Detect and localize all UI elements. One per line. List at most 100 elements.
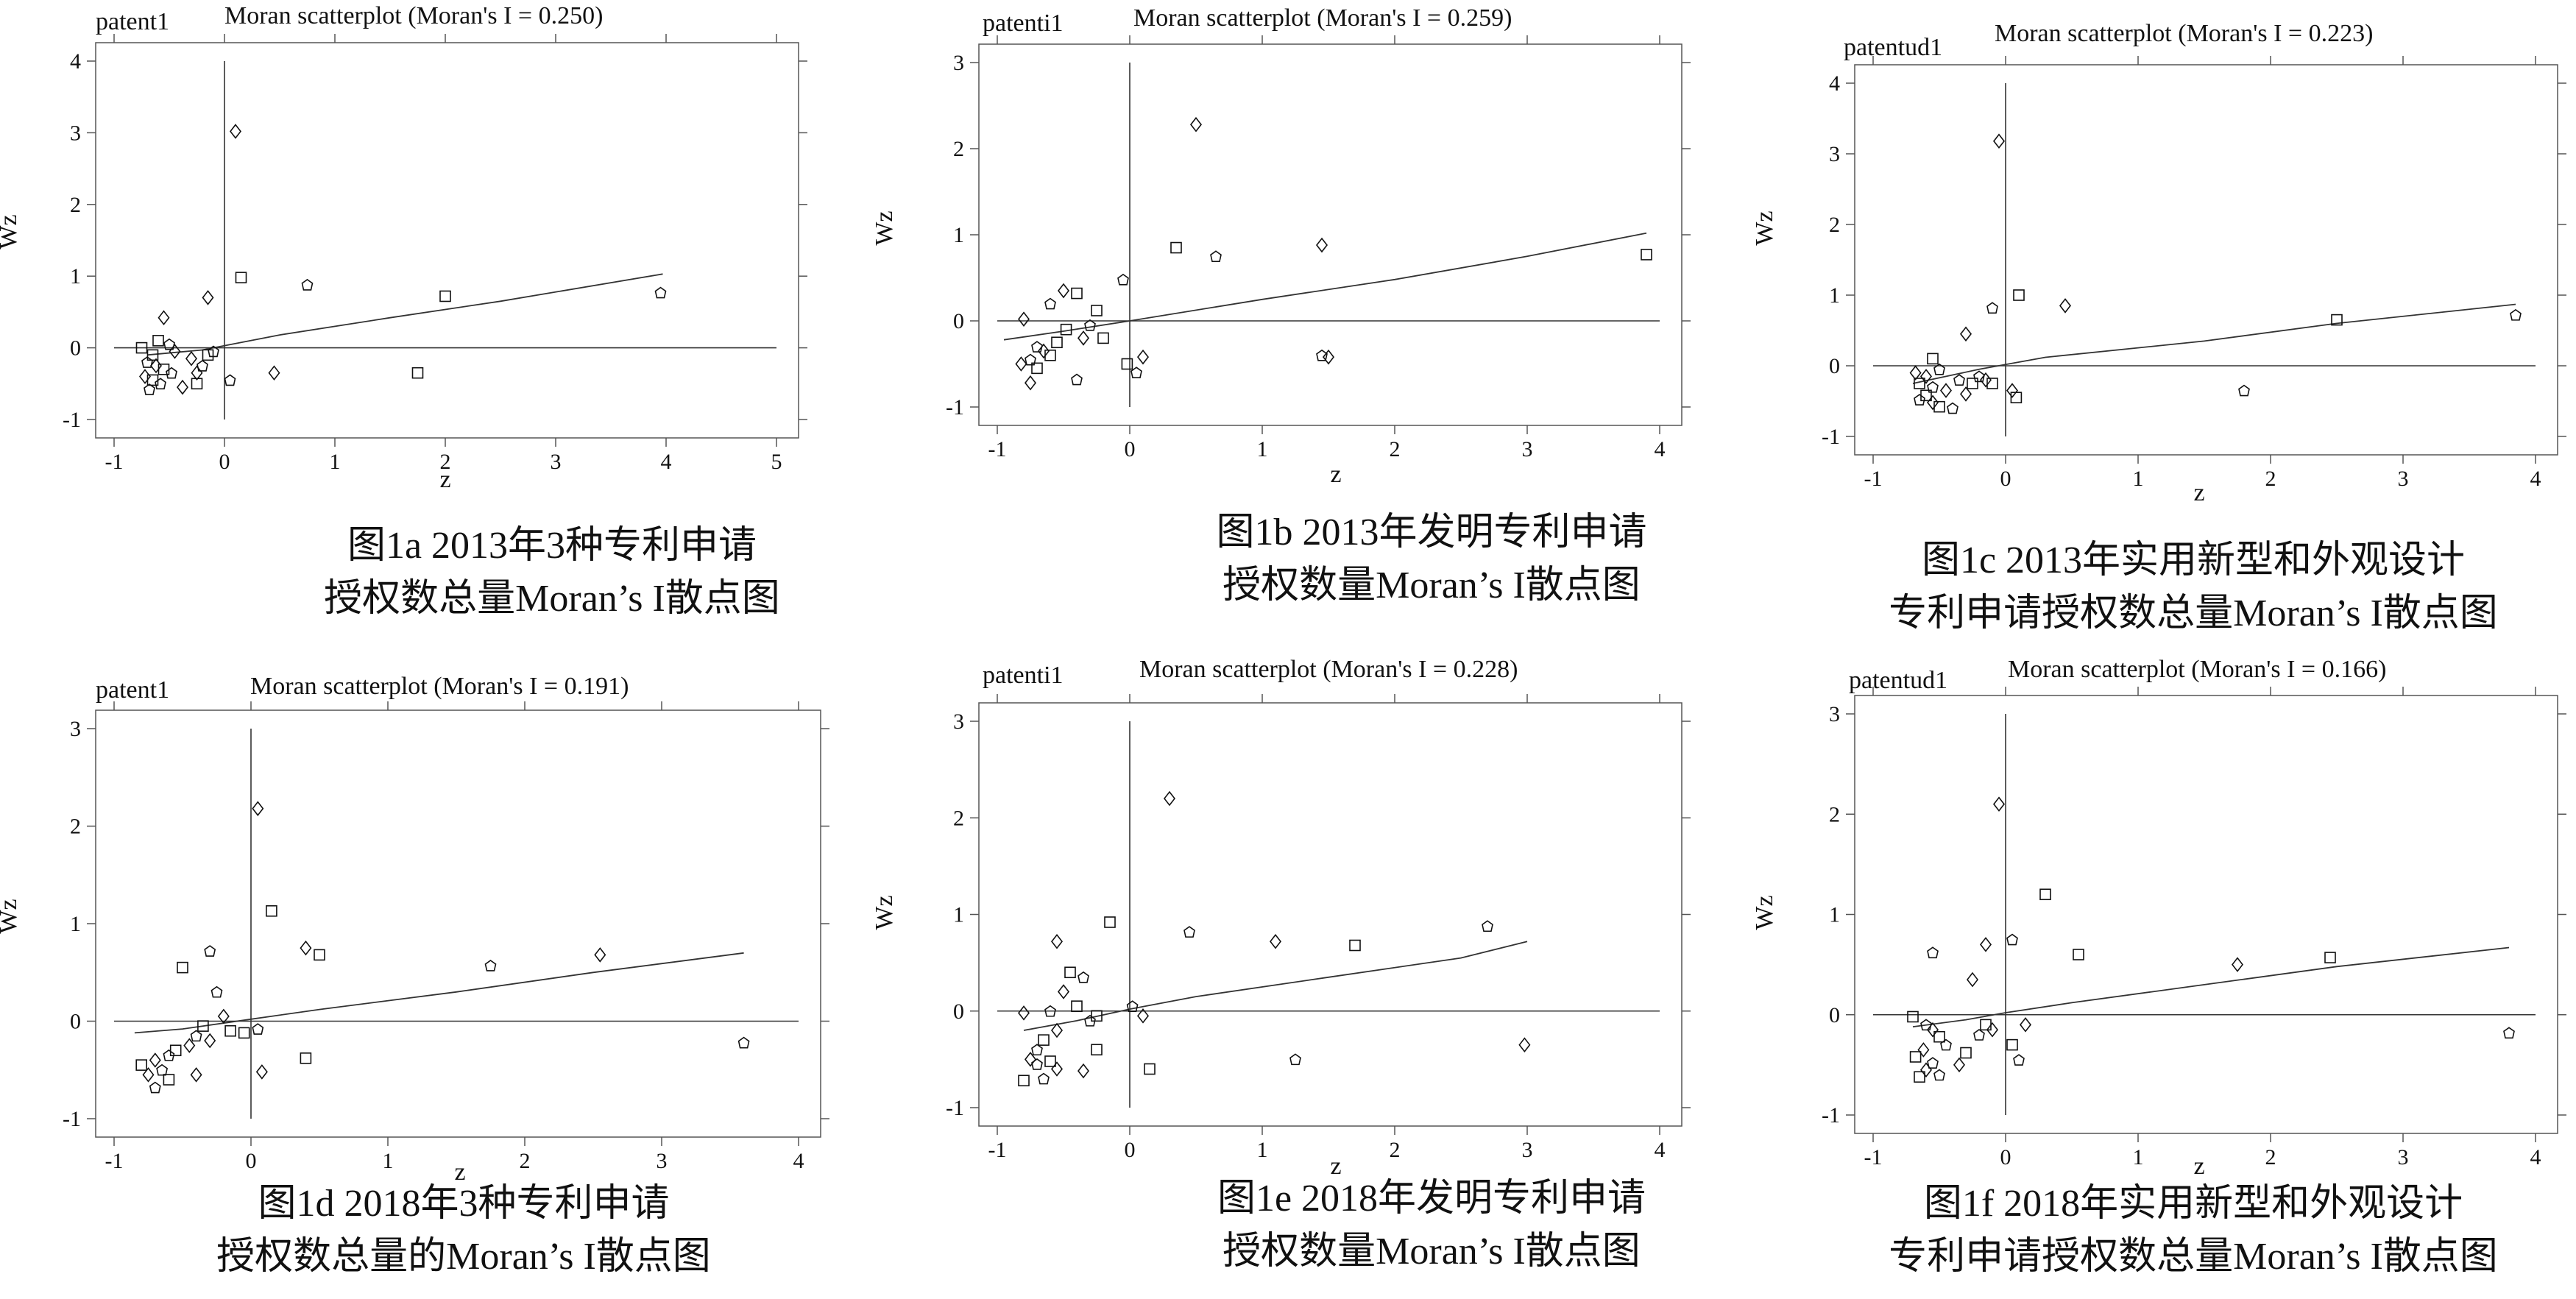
- regression-line: [134, 952, 744, 1034]
- x-tick-label: 2: [1390, 1138, 1401, 1162]
- data-point: [204, 945, 216, 957]
- data-point: [1973, 370, 1985, 383]
- data-point: [224, 374, 236, 386]
- data-point: [2013, 289, 2025, 301]
- data-point: [2039, 888, 2051, 901]
- y-axis-label: Wz: [1751, 210, 1778, 245]
- regression-line: [1003, 232, 1647, 341]
- data-point: [252, 801, 264, 816]
- data-point: [1024, 1052, 1037, 1067]
- data-point: [1050, 1061, 1064, 1077]
- plot-frame: [1854, 695, 2558, 1134]
- data-point: [1927, 1057, 1939, 1069]
- x-axis-label: z: [2193, 479, 2204, 506]
- y-tick-label: 2: [70, 193, 81, 217]
- y-tick-label: 0: [953, 999, 964, 1024]
- data-point: [1909, 365, 1922, 381]
- x-tick-label: 0: [246, 1149, 257, 1173]
- data-point: [208, 345, 219, 358]
- x-tick-label: 2: [520, 1149, 531, 1173]
- data-point: [439, 290, 451, 302]
- x-tick-label: 3: [657, 1149, 668, 1173]
- x-tick-label: 0: [1125, 1138, 1136, 1162]
- data-point: [1031, 362, 1043, 375]
- variable-label: patenti1: [983, 10, 1064, 37]
- data-point: [2006, 383, 2019, 398]
- data-point: [149, 1052, 161, 1068]
- data-point: [1015, 356, 1027, 372]
- data-point: [1914, 394, 1925, 406]
- y-tick-label: 2: [953, 137, 964, 161]
- data-point: [1349, 939, 1361, 952]
- x-tick-label: 0: [2000, 467, 2011, 491]
- y-tick-label: 2: [70, 815, 81, 839]
- figure-caption-line: 专利申请授权数总量Moran’s I散点图: [1889, 592, 2498, 634]
- chart-panel-6: -1 0 1 2 3 4 -1 0 1 2 3 patentud1 Moran scatterplot …: [1751, 656, 2566, 1278]
- data-point: [2238, 384, 2250, 397]
- data-point: [238, 1027, 250, 1039]
- y-tick-label: 0: [70, 336, 81, 361]
- data-point: [1060, 323, 1072, 336]
- x-tick-label: 1: [330, 450, 341, 474]
- x-axis-label: z: [1330, 1153, 1341, 1180]
- data-point: [204, 1033, 216, 1049]
- data-point: [1641, 249, 1652, 261]
- data-point: [1037, 343, 1050, 359]
- data-point: [1038, 1072, 1050, 1085]
- data-point: [1077, 330, 1090, 346]
- data-point: [1986, 1022, 1999, 1038]
- x-tick-label: 1: [2133, 467, 2144, 491]
- data-point: [1077, 1063, 1090, 1079]
- data-point: [1050, 933, 1064, 949]
- figure-caption-line: 授权数量Moran’s I散点图: [1222, 564, 1641, 606]
- data-point: [1909, 1051, 1922, 1063]
- data-point: [1050, 1022, 1064, 1038]
- data-point: [191, 378, 203, 390]
- x-tick-label: 4: [2530, 1145, 2541, 1169]
- data-point: [1927, 381, 1939, 393]
- data-point: [594, 947, 606, 963]
- y-tick-label: 3: [953, 51, 964, 75]
- data-point: [1057, 984, 1070, 999]
- data-point: [1163, 790, 1176, 807]
- x-tick-label: 4: [1655, 437, 1666, 461]
- data-point: [1973, 1029, 1985, 1041]
- data-point: [1939, 383, 1953, 398]
- data-point: [1210, 250, 1222, 263]
- data-point: [1980, 1019, 1992, 1031]
- x-tick-label: -1: [1864, 1145, 1883, 1169]
- data-point: [1051, 336, 1063, 349]
- y-axis-label: Wz: [871, 895, 898, 930]
- y-tick-label: -1: [946, 1096, 964, 1120]
- y-tick-label: 1: [70, 264, 81, 289]
- y-tick-label: -1: [946, 395, 964, 420]
- data-point: [1136, 1008, 1150, 1024]
- data-point: [1967, 378, 1978, 389]
- data-point: [255, 1064, 268, 1080]
- variable-label: patent1: [96, 676, 169, 704]
- data-point: [1017, 1005, 1030, 1021]
- data-point: [2010, 392, 2023, 404]
- y-tick-label: 3: [1829, 702, 1840, 726]
- figure-caption-line: 授权数总量Moran’s I散点图: [324, 578, 780, 620]
- y-tick-label: -1: [63, 408, 81, 432]
- y-tick-label: 1: [1829, 903, 1840, 927]
- y-tick-label: 1: [1829, 283, 1840, 308]
- data-point: [1933, 363, 1945, 375]
- data-point: [1097, 332, 1109, 344]
- data-point: [1322, 349, 1335, 365]
- data-point: [146, 349, 159, 361]
- data-point: [1914, 1071, 1925, 1083]
- plot-frame: [1854, 64, 2558, 456]
- data-point: [1130, 367, 1142, 378]
- y-tick-label: 3: [70, 717, 81, 741]
- chart-panel-4: -1 0 1 2 3 4 -1 0 1 2 3 patent1 Moran scatterplot (M…: [0, 673, 829, 1278]
- plot-frame: [978, 702, 1682, 1127]
- data-point: [224, 1024, 236, 1037]
- x-tick-label: -1: [988, 437, 1007, 461]
- y-tick-label: 0: [70, 1010, 81, 1034]
- x-tick-label: -1: [1864, 467, 1883, 491]
- data-point: [1927, 946, 1939, 959]
- figure-caption-line: 专利申请授权数总量Moran’s I散点图: [1889, 1236, 2498, 1278]
